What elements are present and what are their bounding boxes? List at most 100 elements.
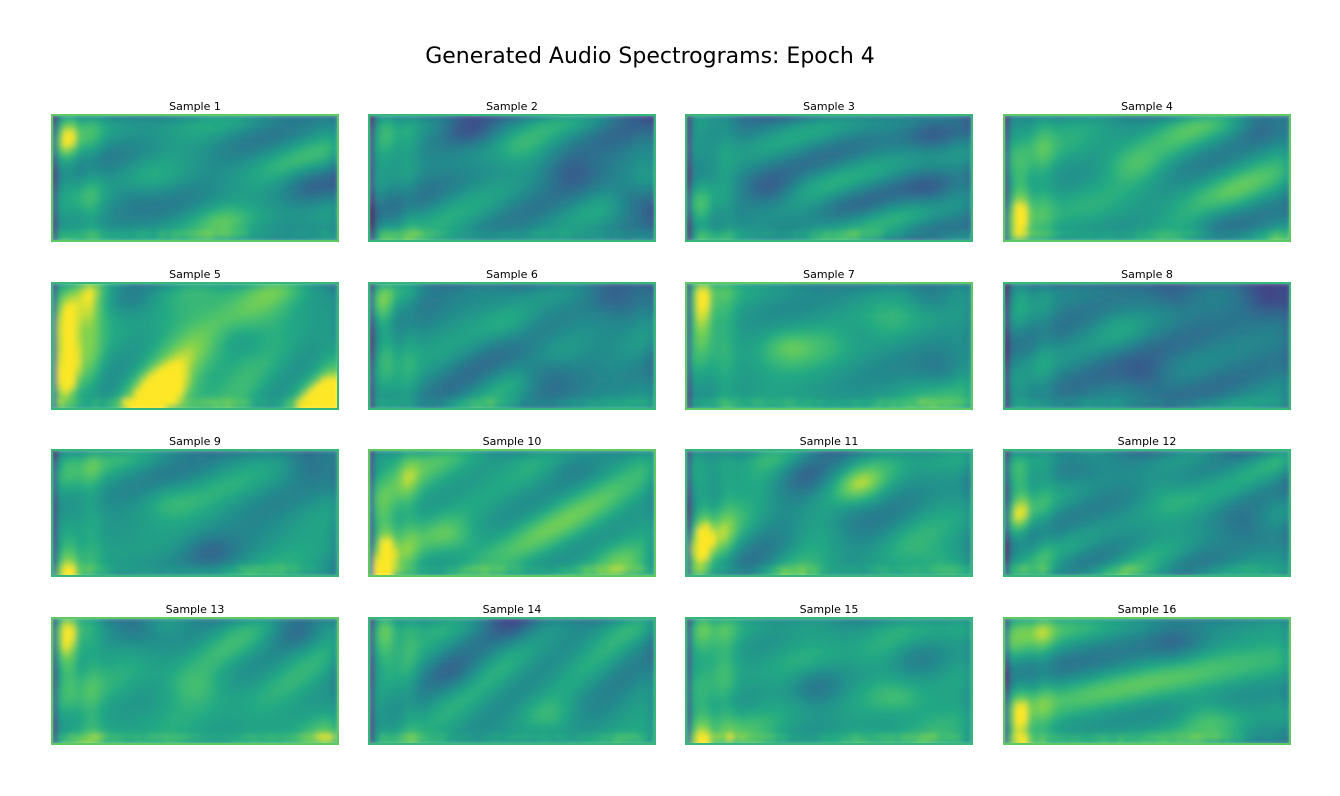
heatmap-cell xyxy=(949,151,956,158)
heatmap-cell xyxy=(1057,130,1064,136)
heatmap-cell xyxy=(632,124,639,131)
heatmap-cell xyxy=(859,215,866,222)
heatmap-cell xyxy=(392,188,399,195)
heatmap-cell xyxy=(787,119,794,126)
heatmap-cell xyxy=(871,167,878,174)
heatmap-cell xyxy=(165,287,172,294)
heatmap-cell xyxy=(93,231,100,238)
heatmap-cell xyxy=(321,162,328,168)
heatmap-cell xyxy=(297,287,304,294)
heatmap-cell xyxy=(267,287,274,294)
heatmap-cell xyxy=(1087,114,1094,120)
heatmap-cell xyxy=(703,204,710,211)
heatmap-cell xyxy=(1123,199,1130,206)
heatmap-cell xyxy=(1285,135,1291,142)
heatmap-cell xyxy=(1147,124,1154,131)
heatmap-cell xyxy=(632,151,639,158)
heatmap-cell xyxy=(231,282,238,288)
heatmap-cell xyxy=(123,292,130,299)
heatmap-cell xyxy=(1195,114,1202,120)
heatmap-cell xyxy=(1105,130,1112,136)
heatmap-cell xyxy=(512,124,519,131)
heatmap-cell xyxy=(117,231,124,238)
heatmap-cell xyxy=(943,146,950,152)
heatmap-cell xyxy=(1261,204,1268,211)
heatmap-cell xyxy=(709,119,716,126)
heatmap-cell xyxy=(255,183,262,190)
heatmap-cell xyxy=(225,308,232,315)
heatmap-cell xyxy=(392,183,399,190)
heatmap-cell xyxy=(721,210,728,216)
heatmap-cell xyxy=(506,119,513,126)
heatmap-cell xyxy=(213,135,220,142)
heatmap-cell xyxy=(787,114,794,120)
heatmap-cell xyxy=(566,220,573,227)
heatmap-cell xyxy=(201,162,208,168)
heatmap-cell xyxy=(907,146,914,152)
heatmap-cell xyxy=(105,314,112,320)
heatmap-cell xyxy=(769,146,776,152)
heatmap-cell xyxy=(51,162,58,168)
heatmap-cell xyxy=(1003,135,1010,142)
heatmap-cell xyxy=(644,135,651,142)
heatmap-cell xyxy=(75,119,82,126)
heatmap-cell xyxy=(685,231,692,238)
heatmap-cell xyxy=(458,124,465,131)
heatmap-cell xyxy=(925,178,932,184)
heatmap-cell xyxy=(1117,124,1124,131)
heatmap-cell xyxy=(1099,172,1106,179)
heatmap-cell xyxy=(1285,231,1291,238)
heatmap-cell xyxy=(739,124,746,131)
heatmap-cell xyxy=(1081,140,1088,147)
heatmap-cell xyxy=(1219,231,1226,238)
heatmap-cell xyxy=(195,183,202,190)
heatmap-cell xyxy=(937,199,944,206)
heatmap-cell xyxy=(596,204,603,211)
heatmap-cell xyxy=(919,140,926,147)
heatmap-cell xyxy=(691,210,698,216)
heatmap-cell xyxy=(57,119,64,126)
heatmap-cell xyxy=(225,114,232,120)
heatmap-cell xyxy=(1279,119,1286,126)
heatmap-cell xyxy=(530,124,537,131)
heatmap-cell xyxy=(488,231,495,238)
heatmap-cell xyxy=(111,319,118,326)
heatmap-cell xyxy=(374,188,381,195)
heatmap-cell xyxy=(87,287,94,294)
heatmap-cell xyxy=(1255,130,1262,136)
heatmap-cell xyxy=(1099,199,1106,206)
heatmap-cell xyxy=(171,124,178,131)
heatmap-cell xyxy=(87,162,94,168)
heatmap-cell xyxy=(458,151,465,158)
heatmap-cell xyxy=(626,119,633,126)
heatmap-cell xyxy=(159,282,166,288)
heatmap-cell xyxy=(117,303,124,310)
heatmap-cell xyxy=(1033,204,1040,211)
heatmap-cell xyxy=(751,156,758,163)
heatmap-cell xyxy=(733,220,740,227)
heatmap-cell xyxy=(901,151,908,158)
heatmap-cell xyxy=(189,287,196,294)
heatmap-cell xyxy=(1069,162,1076,168)
heatmap-cell xyxy=(835,183,842,190)
heatmap-cell xyxy=(1213,215,1220,222)
heatmap-cell xyxy=(147,308,154,315)
heatmap-cell xyxy=(225,215,232,222)
heatmap-cell xyxy=(255,215,262,222)
heatmap-cell xyxy=(572,199,579,206)
heatmap-cell xyxy=(1231,172,1238,179)
heatmap-cell xyxy=(51,220,58,227)
heatmap-cell xyxy=(279,220,286,227)
heatmap-cell xyxy=(1123,151,1130,158)
heatmap-cell xyxy=(835,156,842,163)
heatmap-cell xyxy=(709,178,716,184)
heatmap-cell xyxy=(835,130,842,136)
heatmap-cell xyxy=(183,226,190,232)
heatmap-cell xyxy=(177,130,184,136)
heatmap-cell xyxy=(1051,210,1058,216)
heatmap-cell xyxy=(1165,162,1172,168)
heatmap-cell xyxy=(105,124,112,131)
heatmap-cell xyxy=(207,298,214,304)
heatmap-cell xyxy=(93,226,100,232)
heatmap-cell xyxy=(566,124,573,131)
